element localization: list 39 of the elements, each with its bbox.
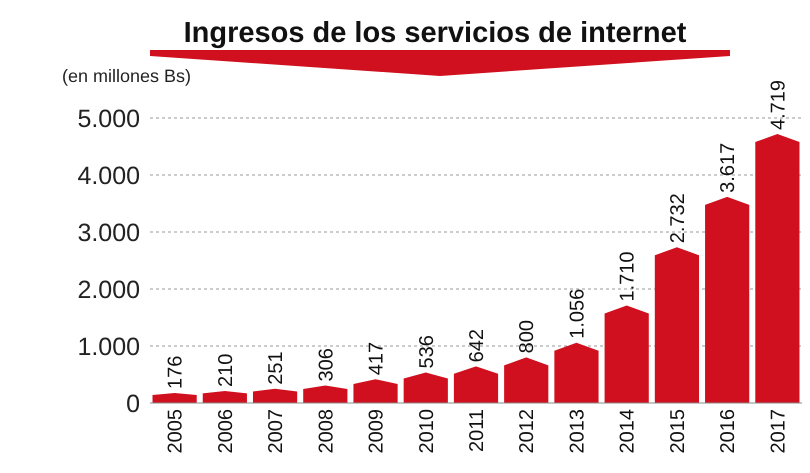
x-tick-label: 2006 <box>214 409 237 454</box>
y-tick-label: 2.000 <box>77 276 140 304</box>
bar <box>755 134 800 403</box>
data-label: 210 <box>214 354 237 388</box>
y-tick-label: 0 <box>126 390 140 418</box>
data-label: 251 <box>265 351 288 385</box>
data-label: 3.617 <box>717 142 740 193</box>
data-label: 642 <box>466 329 488 362</box>
x-tick-label: 2007 <box>265 409 288 454</box>
chart-title: Ingresos de los servicios de internet <box>184 17 687 49</box>
x-tick-label: 2005 <box>164 409 187 454</box>
y-tick-label: 1.000 <box>77 332 140 361</box>
y-tick-label: 3.000 <box>77 218 140 247</box>
y-tick-label: 5.000 <box>77 104 140 133</box>
x-tick-label: 2017 <box>767 409 790 454</box>
x-tick-label: 2009 <box>366 409 388 454</box>
x-tick-label: 2012 <box>516 409 538 454</box>
x-tick-label: 2015 <box>666 409 689 454</box>
data-label: 1.056 <box>566 288 588 339</box>
data-label: 1.710 <box>616 251 639 302</box>
x-tick-label: 2010 <box>416 409 438 454</box>
bar <box>554 342 599 403</box>
bar <box>654 247 700 403</box>
x-tick-label: 2016 <box>717 409 740 454</box>
data-label: 800 <box>516 320 538 354</box>
x-tick-label: 2008 <box>315 409 338 454</box>
y-tick-label: 4.000 <box>77 162 140 190</box>
data-label: 2.732 <box>666 193 689 244</box>
x-tick-label: 2014 <box>616 409 639 454</box>
data-label: 4.719 <box>767 80 790 130</box>
bar <box>604 306 649 403</box>
x-tick-label: 2013 <box>566 409 588 454</box>
x-tick-label: 2011 <box>466 409 488 452</box>
data-label: 176 <box>164 356 187 389</box>
data-label: 417 <box>366 342 388 376</box>
y-axis-title: (en millones Bs) <box>62 66 192 86</box>
bar <box>705 196 750 403</box>
data-label: 306 <box>315 348 338 382</box>
data-label: 536 <box>416 335 438 368</box>
